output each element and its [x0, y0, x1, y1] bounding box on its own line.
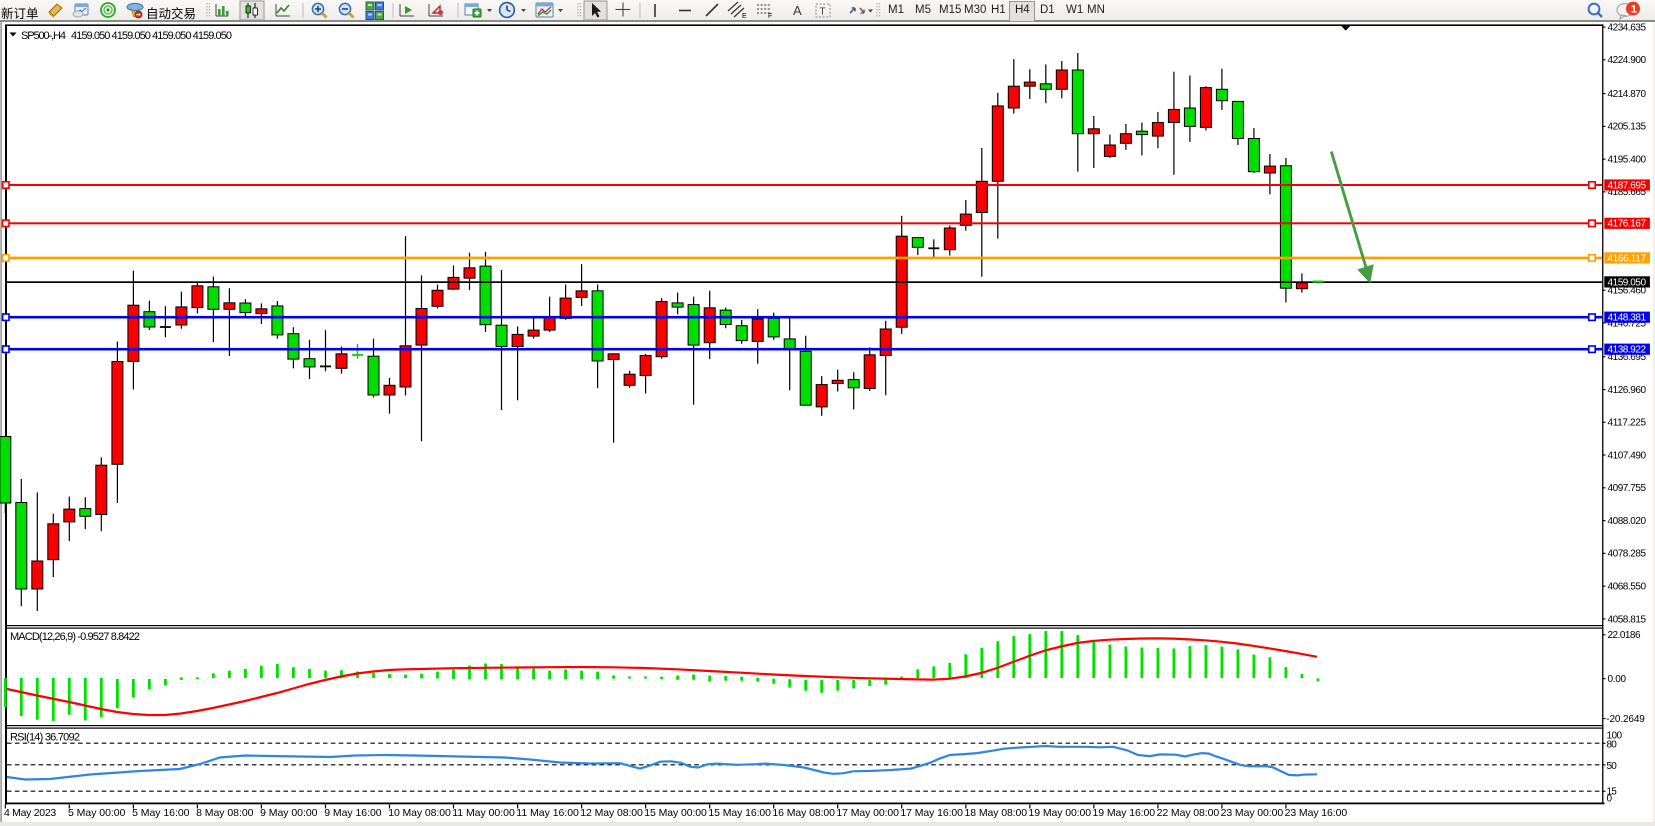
svg-text:4159.050 4159.050 4159.050 415: 4159.050 4159.050 4159.050 4159.050: [71, 30, 232, 42]
svg-text:8 May 08:00: 8 May 08:00: [196, 807, 254, 819]
svg-text:RSI(14) 36.7092: RSI(14) 36.7092: [10, 732, 80, 744]
svg-text:A: A: [793, 3, 802, 18]
svg-text:4078.285: 4078.285: [1608, 549, 1647, 560]
svg-text:5 May 00:00: 5 May 00:00: [68, 807, 126, 819]
svg-text:4088.020: 4088.020: [1608, 516, 1647, 527]
svg-text:4166.117: 4166.117: [1608, 253, 1647, 264]
svg-text:4195.400: 4195.400: [1608, 155, 1647, 166]
svg-text:4058.815: 4058.815: [1608, 614, 1647, 625]
svg-text:4156.460: 4156.460: [1608, 286, 1647, 297]
svg-text:22 May 08:00: 22 May 08:00: [1157, 807, 1220, 819]
svg-text:15 May 00:00: 15 May 00:00: [644, 807, 707, 819]
svg-text:10 May 08:00: 10 May 08:00: [388, 807, 451, 819]
svg-text:4107.490: 4107.490: [1608, 450, 1647, 461]
svg-text:4097.755: 4097.755: [1608, 483, 1647, 494]
svg-text:9 May 00:00: 9 May 00:00: [260, 807, 318, 819]
svg-text:11 May 00:00: 11 May 00:00: [452, 807, 515, 819]
svg-text:4068.550: 4068.550: [1608, 582, 1647, 593]
svg-text:4187.695: 4187.695: [1608, 180, 1647, 191]
svg-text:4126.960: 4126.960: [1608, 385, 1647, 396]
svg-text:19 May 16:00: 19 May 16:00: [1093, 807, 1156, 819]
svg-text:19 May 00:00: 19 May 00:00: [1029, 807, 1092, 819]
svg-text:4224.900: 4224.900: [1608, 55, 1647, 66]
svg-text:15: 15: [1607, 787, 1618, 798]
svg-text:4234.635: 4234.635: [1608, 22, 1647, 33]
svg-text:4148.381: 4148.381: [1608, 313, 1647, 324]
svg-text:T: T: [820, 7, 826, 18]
svg-text:MACD(12,26,9) -0.9527 8.8422: MACD(12,26,9) -0.9527 8.8422: [10, 631, 140, 643]
svg-text:15 May 16:00: 15 May 16:00: [708, 807, 771, 819]
svg-text:11 May 16:00: 11 May 16:00: [516, 807, 579, 819]
svg-text:18 May 08:00: 18 May 08:00: [965, 807, 1028, 819]
svg-text:17 May 16:00: 17 May 16:00: [900, 807, 963, 819]
svg-text:-20.2649: -20.2649: [1606, 714, 1645, 725]
svg-text:4214.870: 4214.870: [1608, 89, 1647, 100]
svg-text:4185.665: 4185.665: [1608, 187, 1647, 198]
svg-text:4138.922: 4138.922: [1608, 345, 1647, 356]
svg-text:50: 50: [1607, 761, 1618, 772]
svg-text:4117.225: 4117.225: [1608, 418, 1647, 429]
svg-text:4205.135: 4205.135: [1608, 122, 1647, 133]
svg-text:12 May 08:00: 12 May 08:00: [580, 807, 643, 819]
svg-text:4 May 2023: 4 May 2023: [4, 807, 56, 819]
svg-text:17 May 00:00: 17 May 00:00: [836, 807, 899, 819]
svg-text:22.0186: 22.0186: [1608, 630, 1641, 641]
svg-text:4176.167: 4176.167: [1608, 219, 1647, 230]
svg-text:100: 100: [1607, 731, 1623, 742]
svg-text:16 May 08:00: 16 May 08:00: [772, 807, 835, 819]
svg-text:F: F: [768, 13, 772, 20]
svg-text:5 May 16:00: 5 May 16:00: [132, 807, 190, 819]
svg-text:23 May 00:00: 23 May 00:00: [1221, 807, 1284, 819]
svg-text:4146.725: 4146.725: [1608, 318, 1647, 329]
svg-text:SP500-,H4: SP500-,H4: [21, 30, 66, 42]
svg-text:9 May 16:00: 9 May 16:00: [324, 807, 382, 819]
svg-text:4159.050: 4159.050: [1608, 277, 1647, 288]
svg-text:0.00: 0.00: [1608, 674, 1627, 685]
svg-text:80: 80: [1607, 740, 1618, 751]
svg-text:1: 1: [1631, 4, 1637, 16]
svg-text:0: 0: [1607, 794, 1613, 805]
svg-text:23 May 16:00: 23 May 16:00: [1285, 807, 1348, 819]
svg-text:4136.695: 4136.695: [1608, 352, 1647, 363]
svg-text:E: E: [742, 13, 747, 20]
